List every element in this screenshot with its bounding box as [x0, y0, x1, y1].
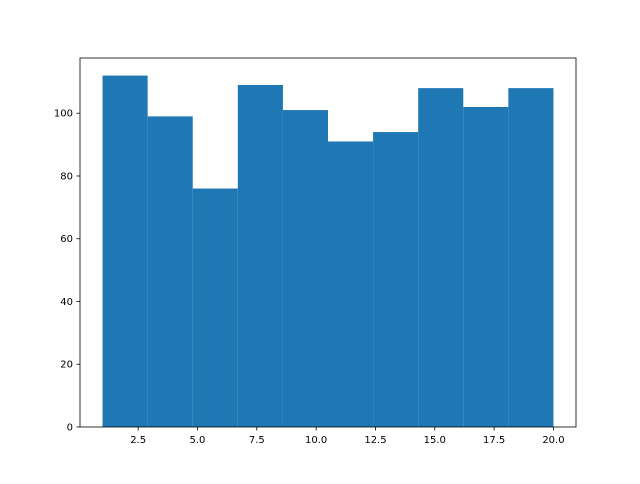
y-axis: 0 20 40 60 80 100	[54, 109, 80, 434]
x-tick-label: 12.5	[364, 435, 386, 446]
x-tick-label: 2.5	[130, 435, 146, 446]
x-tick-label: 20.0	[542, 435, 564, 446]
x-axis: 2.5 5.0 7.5 10.0 12.5 15.0 17.5 20.0	[130, 427, 565, 446]
histogram-bar	[463, 106, 509, 428]
y-tick-label: 20	[60, 360, 73, 371]
x-tick-label: 7.5	[249, 435, 265, 446]
y-tick-label: 0	[67, 423, 73, 434]
histogram-bar	[373, 132, 419, 427]
x-tick-label: 17.5	[483, 435, 505, 446]
bars-group	[102, 75, 554, 428]
y-tick-label: 40	[60, 297, 73, 308]
histogram-bar	[192, 188, 238, 427]
histogram-bar	[508, 88, 554, 428]
histogram-bar	[418, 88, 464, 428]
histogram-bar	[282, 110, 328, 427]
histogram-bar	[102, 75, 148, 428]
x-tick-label: 15.0	[424, 435, 446, 446]
x-tick-label: 10.0	[305, 435, 327, 446]
y-tick-label: 60	[60, 234, 73, 245]
histogram-bar	[147, 116, 193, 427]
x-tick-label: 5.0	[190, 435, 206, 446]
histogram-bar	[328, 141, 374, 427]
y-tick-label: 80	[60, 171, 73, 182]
histogram-bar	[237, 84, 283, 428]
y-tick-label: 100	[54, 109, 73, 120]
plot-frame	[79, 57, 577, 428]
